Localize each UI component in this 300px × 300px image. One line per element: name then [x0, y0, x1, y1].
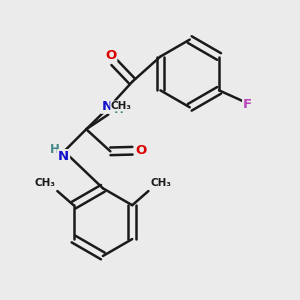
- Text: N: N: [58, 150, 69, 163]
- Text: O: O: [105, 49, 116, 62]
- Text: O: O: [135, 144, 146, 157]
- Text: CH₃: CH₃: [34, 178, 55, 188]
- Text: H: H: [114, 103, 124, 116]
- Text: CH₃: CH₃: [151, 178, 172, 188]
- Text: F: F: [243, 98, 252, 111]
- Text: H: H: [50, 143, 60, 156]
- Text: N: N: [101, 100, 112, 113]
- Text: CH₃: CH₃: [111, 101, 132, 111]
